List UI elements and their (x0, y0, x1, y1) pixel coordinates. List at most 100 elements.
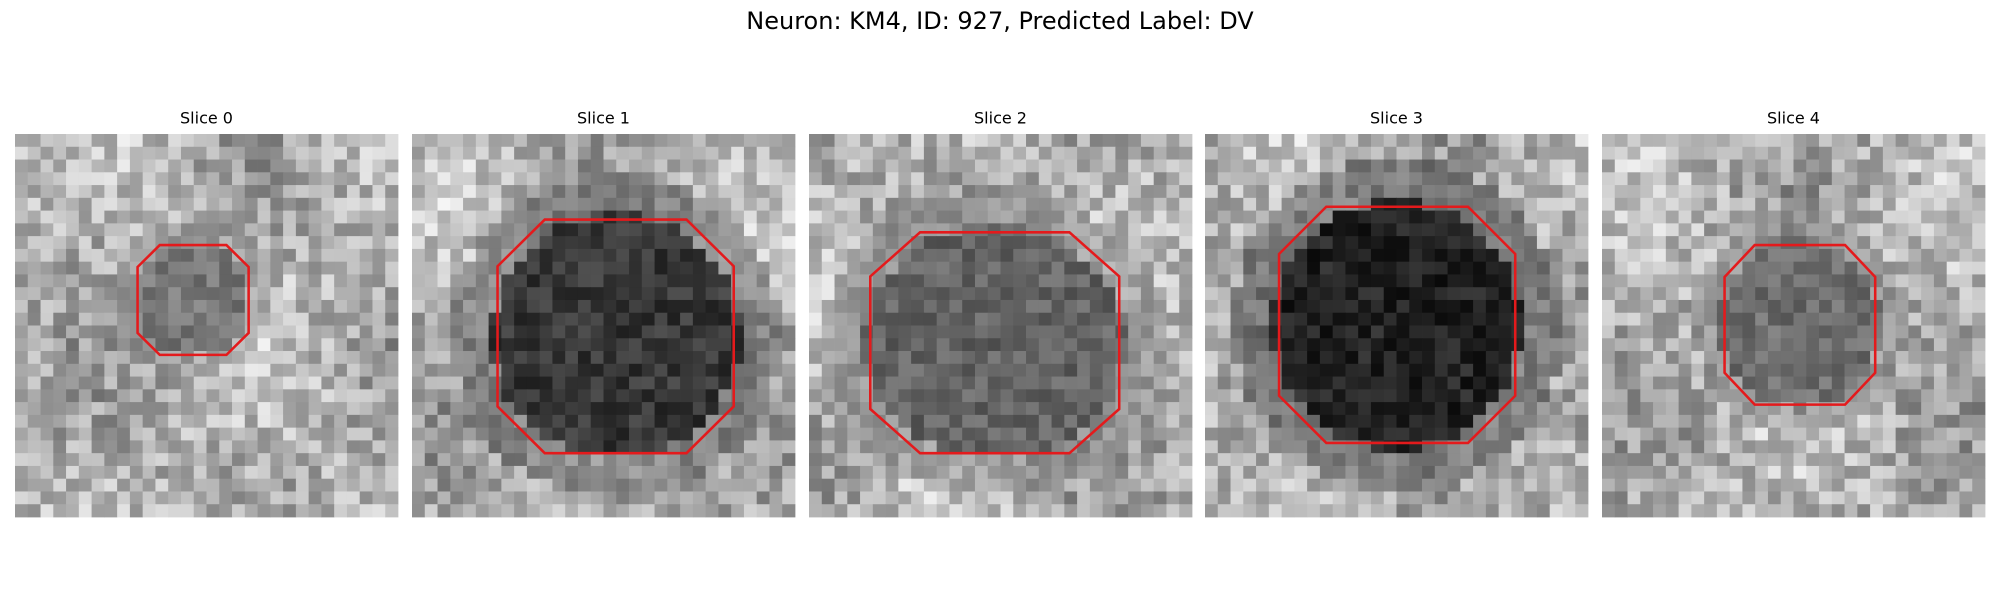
pixel (743, 185, 758, 199)
pixel (424, 274, 438, 288)
pixel (1115, 376, 1129, 390)
pixel (1281, 414, 1295, 429)
pixel (718, 197, 732, 211)
pixel (756, 223, 770, 237)
pixel (821, 159, 835, 173)
pixel (629, 504, 643, 518)
pixel (809, 325, 823, 339)
pixel (1767, 210, 1782, 224)
pixel (104, 185, 118, 199)
pixel (1511, 427, 1525, 441)
pixel (1678, 338, 1692, 352)
pixel (117, 236, 131, 250)
pixel (206, 504, 220, 518)
pixel (1536, 261, 1551, 275)
pixel (1140, 389, 1155, 403)
pixel (847, 414, 861, 429)
pixel (769, 363, 783, 377)
pixel (705, 236, 719, 250)
pixel (66, 389, 80, 403)
pixel (1256, 440, 1270, 454)
pixel (769, 389, 783, 403)
pixel (782, 261, 796, 275)
pixel (847, 504, 861, 518)
pixel (616, 504, 630, 518)
pixel (1921, 210, 1935, 224)
pixel (552, 389, 566, 403)
pixel (667, 197, 681, 211)
pixel (346, 274, 361, 288)
pixel (1473, 159, 1487, 173)
pixel (1026, 465, 1040, 480)
pixel (1819, 236, 1833, 250)
pixel (142, 197, 156, 211)
pixel (654, 465, 668, 480)
pixel (193, 491, 207, 505)
pixel (936, 248, 950, 263)
pixel (1473, 440, 1487, 454)
pixel (1358, 172, 1372, 186)
pixel (1511, 491, 1525, 505)
pixel (782, 504, 796, 518)
pixel (1383, 146, 1397, 160)
pixel (590, 440, 604, 454)
pixel (475, 287, 489, 301)
pixel (552, 274, 566, 288)
pixel (821, 338, 835, 352)
pixel (168, 172, 182, 186)
pixel (1908, 210, 1922, 224)
pixel (463, 261, 477, 275)
pixel (244, 478, 258, 492)
pixel (692, 389, 707, 403)
pixel (53, 363, 67, 377)
pixel (104, 440, 118, 454)
pixel (1614, 299, 1628, 314)
pixel (590, 491, 604, 505)
pixel (847, 440, 861, 454)
pixel (1256, 402, 1270, 416)
pixel (168, 248, 182, 263)
pixel (1511, 312, 1525, 326)
pixel (641, 389, 655, 403)
pixel (1819, 197, 1833, 211)
pixel (629, 363, 643, 377)
pixel (526, 491, 541, 505)
pixel (1332, 376, 1346, 390)
pixel (78, 134, 92, 148)
pixel (412, 351, 426, 365)
pixel (539, 478, 553, 492)
pixel (1921, 261, 1935, 275)
pixel (1716, 236, 1731, 250)
pixel (180, 414, 195, 429)
pixel (692, 478, 707, 492)
pixel (1959, 325, 1973, 339)
pixel (718, 453, 732, 467)
pixel (923, 453, 938, 467)
pixel (1485, 185, 1500, 199)
pixel (1640, 389, 1654, 403)
pixel (1511, 223, 1525, 237)
pixel (1089, 389, 1104, 403)
pixel (1281, 185, 1295, 199)
pixel (1653, 414, 1667, 429)
pixel (885, 402, 899, 416)
pixel (385, 146, 399, 160)
pixel (667, 325, 681, 339)
pixel (27, 478, 41, 492)
pixel (1345, 185, 1359, 199)
pixel (1691, 389, 1705, 403)
pixel (1064, 402, 1078, 416)
pixel (104, 248, 118, 263)
pixel (847, 338, 861, 352)
pixel (91, 504, 105, 518)
pixel (705, 402, 719, 416)
pixel (1345, 134, 1359, 148)
pixel (1000, 248, 1014, 263)
pixel (1742, 299, 1756, 314)
pixel (1831, 287, 1845, 301)
pixel (1640, 338, 1654, 352)
pixel (295, 159, 310, 173)
pixel (155, 172, 169, 186)
pixel (270, 325, 284, 339)
pixel (129, 440, 144, 454)
